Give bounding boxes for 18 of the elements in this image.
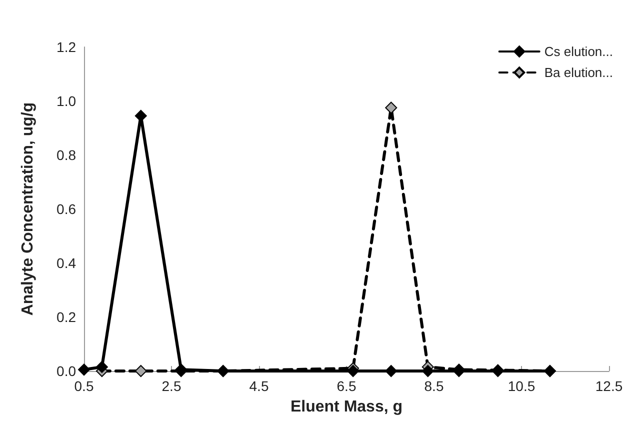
x-tick-label: 0.5 (74, 378, 94, 394)
x-tick-label: 10.5 (508, 378, 536, 394)
y-tick-label: 1.0 (56, 93, 76, 109)
x-tick-label: 4.5 (249, 378, 269, 394)
y-tick-label: 0.4 (56, 255, 76, 271)
x-tick-label: 6.5 (336, 378, 356, 394)
x-tick-label: 12.5 (595, 378, 623, 394)
legend-label: Ba elution... (544, 65, 613, 80)
y-tick-label: 0.0 (56, 363, 76, 379)
x-tick-label: 2.5 (162, 378, 182, 394)
y-tick-label: 0.2 (56, 309, 76, 325)
legend-label: Cs elution... (544, 44, 613, 59)
y-tick-label: 0.8 (56, 147, 76, 163)
x-tick-label: 8.5 (424, 378, 444, 394)
y-tick-label: 0.6 (56, 201, 76, 217)
x-axis-title: Eluent Mass, g (290, 398, 403, 416)
y-axis-title: Analyte Concentration, ug/g (20, 102, 36, 316)
y-tick-label: 1.2 (56, 39, 76, 55)
